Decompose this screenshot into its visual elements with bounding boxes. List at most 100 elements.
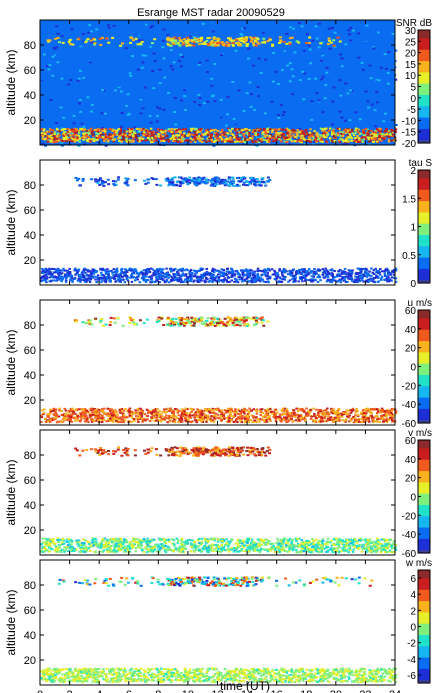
noise-cell [149,121,153,124]
noise-cell [78,69,82,72]
colorbar-step [418,192,430,197]
tropo-cell [189,275,193,278]
tropo-cell [161,278,164,281]
tropo-cell [194,139,197,142]
tropo-cell [262,280,265,283]
noise-cell [231,81,235,84]
tropo-cell [119,137,122,140]
tropo-cell [245,131,249,134]
tropo-cell [188,270,192,273]
noise-cell [175,37,179,40]
tropo-cell [204,129,208,132]
tropo-cell [330,269,334,272]
tropo-cell [390,271,394,274]
tropo-cell [376,275,380,278]
tropo-cell [331,278,335,281]
noise-cell [287,123,291,126]
tropo-cell [141,137,145,140]
noise-cell [377,101,381,104]
tropo-cell [314,134,318,137]
pmse-cell [215,44,219,47]
pmse-cell [126,177,130,180]
tropo-cell [177,274,180,277]
noise-cell [244,56,248,59]
tropo-cell [276,275,280,278]
tropo-cell [356,267,360,270]
tropo-cell [229,130,232,133]
noise-cell [46,108,50,111]
noise-cell [79,110,83,113]
tropo-cell [221,130,224,133]
noise-cell [250,24,254,27]
pmse-cell [94,180,98,183]
tropo-cell [200,410,204,413]
pmse-cell [171,177,175,180]
noise-cell [249,143,253,146]
colorbar-step [418,203,430,208]
noise-cell [377,31,381,34]
noise-cell [385,86,389,89]
tropo-cell [101,269,104,272]
tropo-cell [303,279,307,282]
tropo-cell [365,275,369,278]
noise-cell [345,71,349,74]
noise-cell [169,65,173,68]
tropo-cell [235,279,239,282]
tropo-cell [374,135,378,138]
tropo-cell [288,270,291,273]
noise-cell [130,111,134,114]
noise-cell [261,31,265,34]
pmse-cell [266,180,270,183]
noise-cell [179,108,183,111]
noise-cell [242,110,246,113]
tropo-cell [164,129,167,132]
tropo-cell [42,274,46,277]
colorbar-step [418,232,430,236]
tropo-cell [369,408,373,411]
tropo-cell [340,277,344,280]
tropo-cell [310,275,314,278]
noise-cell [208,116,212,119]
tropo-cell [185,268,188,271]
pmse-cell [167,179,171,182]
tropo-cell [382,270,386,273]
tropo-cell [141,275,145,278]
tropo-cell [206,128,209,131]
tropo-cell [222,269,226,272]
pmse-cell [188,39,192,42]
noise-cell [198,104,202,107]
pmse-cell [193,41,197,44]
colorbar-step [418,46,430,51]
noise-cell [277,116,281,119]
tropo-cell [259,137,262,140]
noise-cell [314,142,318,145]
tropo-cell [120,410,124,413]
colorbar-tick-label: 0 [410,94,416,105]
noise-cell [144,25,148,28]
noise-cell [60,77,64,80]
tropo-cell [44,271,47,274]
tropo-cell [50,275,53,278]
noise-cell [213,100,217,103]
noise-cell [51,55,55,58]
tropo-cell [146,133,150,136]
tropo-cell [170,130,173,133]
noise-cell [327,27,331,30]
tropo-cell [256,273,260,276]
tropo-cell [61,139,64,142]
noise-cell [77,144,81,147]
tropo-cell [287,135,291,138]
noise-cell [374,121,378,124]
tropo-cell [141,273,145,276]
tropo-cell [107,136,111,139]
tropo-cell [219,279,223,282]
tropo-cell [209,277,212,280]
tropo-cell [132,418,136,421]
tropo-cell [374,407,378,410]
tropo-cell [68,275,72,278]
pmse-cell [179,39,183,42]
tropo-cell [208,274,212,277]
tropo-cell [298,408,301,411]
tropo-cell [358,133,361,136]
tropo-cell [164,275,168,278]
